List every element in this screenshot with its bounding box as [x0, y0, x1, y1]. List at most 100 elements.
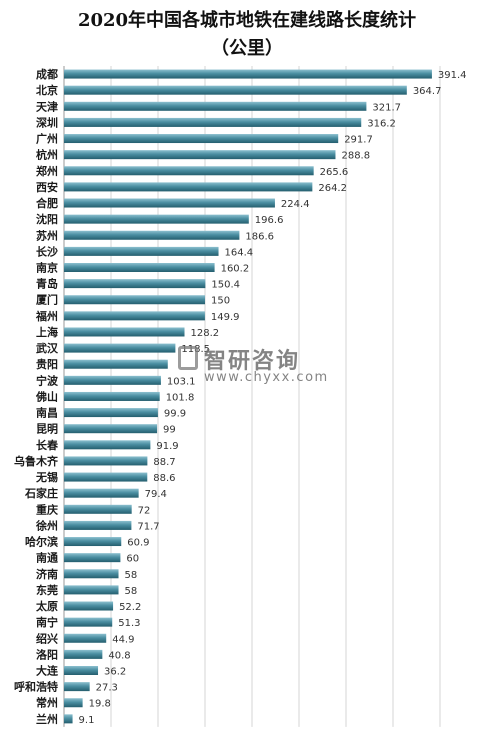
category-label: 南宁 [36, 615, 58, 629]
bar [64, 375, 161, 385]
bar [64, 698, 83, 708]
data-label: 316.2 [367, 118, 396, 129]
data-label: 88.6 [153, 473, 175, 484]
bar [64, 504, 132, 514]
data-label: 224.4 [281, 199, 310, 210]
bar [64, 246, 219, 256]
bar [64, 166, 314, 176]
data-label: 265.6 [320, 167, 349, 178]
bars: 成都 391.4 北京 364.7 天津 321.7 深圳 316.2 广州 291.7 杭州 288… [14, 67, 467, 726]
data-label: 58 [125, 570, 138, 581]
data-label: 128.2 [191, 328, 220, 339]
data-label: 44.9 [112, 634, 134, 645]
category-label: 哈尔滨 [25, 535, 58, 549]
data-label: 103.1 [167, 376, 196, 387]
data-label: 391.4 [438, 70, 467, 81]
bar [64, 424, 158, 434]
category-label: 深圳 [36, 115, 58, 129]
category-label: 无锡 [35, 470, 58, 484]
bar [64, 85, 407, 95]
data-label: 36.2 [104, 667, 126, 678]
category-label: 苏州 [36, 228, 58, 242]
data-label: 9.1 [79, 715, 95, 726]
category-label: 大连 [36, 664, 59, 678]
data-label: 88.7 [153, 457, 175, 468]
bar [64, 279, 206, 289]
bar [64, 101, 367, 111]
data-label: 164.4 [225, 247, 254, 258]
bar [64, 537, 122, 547]
category-label: 沈阳 [36, 212, 58, 226]
data-label: 150.4 [211, 280, 240, 291]
bar [64, 230, 240, 240]
bar [64, 359, 168, 369]
category-label: 济南 [36, 567, 58, 581]
bar [64, 520, 132, 530]
category-label: 福州 [35, 309, 58, 323]
category-label: 兰州 [36, 712, 58, 726]
bar [64, 311, 205, 321]
data-label: 51.3 [118, 618, 140, 629]
data-label: 150 [211, 296, 230, 307]
bar [64, 488, 139, 498]
bar [64, 182, 313, 192]
bar [64, 327, 185, 337]
bar [64, 666, 99, 675]
category-label: 西安 [36, 180, 58, 194]
category-label: 徐州 [35, 518, 58, 532]
category-label: 上海 [36, 325, 58, 339]
data-label: 99 [163, 425, 176, 436]
data-label: 40.8 [108, 650, 130, 661]
data-label: 160.2 [221, 264, 250, 275]
category-label: 常州 [36, 696, 58, 710]
category-label: 杭州 [36, 148, 58, 162]
bar [64, 214, 249, 224]
chart-subtitle: （公里） [211, 38, 283, 59]
data-label: 264.2 [318, 183, 347, 194]
data-label: 58 [125, 586, 138, 597]
category-label: 呼和浩特 [14, 680, 58, 694]
bar [64, 150, 336, 160]
category-label: 长春 [36, 438, 59, 452]
bar [64, 117, 362, 127]
category-label: 合肥 [36, 196, 58, 210]
category-label: 南京 [36, 261, 58, 275]
bar [64, 682, 90, 692]
data-label: 101.8 [166, 392, 195, 403]
category-label: 贵阳 [36, 357, 58, 371]
bar [64, 408, 158, 418]
category-label: 太原 [35, 599, 58, 613]
gridlines [63, 66, 441, 727]
category-label: 佛山 [35, 389, 58, 403]
category-label: 厦门 [36, 293, 58, 307]
bar [64, 649, 103, 659]
data-label: 91.9 [156, 441, 178, 452]
category-label: 洛阳 [36, 647, 58, 661]
data-label: 71.7 [137, 521, 159, 532]
bar [64, 343, 176, 353]
data-label: 118.5 [181, 344, 210, 355]
category-label: 长沙 [36, 244, 58, 258]
category-label: 广州 [36, 132, 58, 146]
category-label: 武汉 [36, 341, 59, 355]
data-label: 72 [138, 505, 151, 516]
chart-title: 2020年中国各城市地铁在建线路长度统计 [77, 10, 417, 31]
category-label: 郑州 [36, 164, 58, 178]
category-label: 天津 [36, 99, 58, 113]
bar [64, 569, 119, 579]
bar [64, 617, 113, 627]
data-label: 79.4 [145, 489, 167, 500]
bar [64, 633, 107, 643]
data-label: 291.7 [344, 135, 373, 146]
bar [64, 601, 114, 611]
category-label: 青岛 [36, 277, 58, 291]
category-label: 宁波 [36, 373, 59, 387]
bar [64, 472, 148, 482]
category-label: 北京 [36, 83, 58, 97]
bar [64, 134, 339, 144]
data-label: 364.7 [413, 86, 442, 97]
data-label: 321.7 [372, 102, 401, 113]
data-label: 196.6 [255, 215, 284, 226]
data-label: 149.9 [211, 312, 240, 323]
